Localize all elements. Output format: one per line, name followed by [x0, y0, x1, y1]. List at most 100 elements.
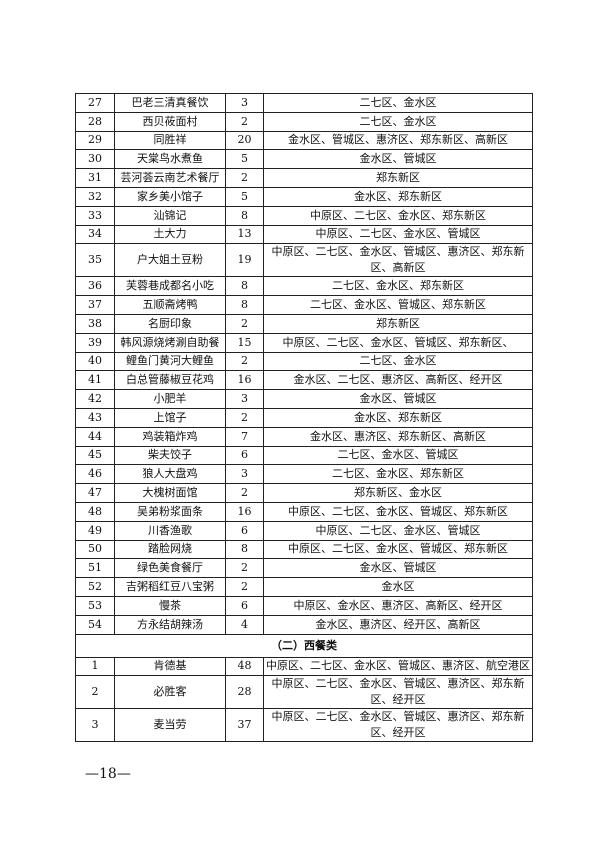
store-count: 6 [225, 595, 264, 616]
districts: 金水区 [263, 577, 533, 597]
restaurant-name: 名厨印象 [114, 313, 226, 334]
store-count: 7 [225, 426, 264, 447]
row-number: 39 [75, 332, 115, 353]
table-row: 3 麦当劳 37 中原区、二七区、金水区、管城区、惠济区、郑东新区、经开区 [75, 708, 533, 743]
restaurant-table: 27 巴老三清真餐饮 3 二七区、金水区 28 西贝莜面村 2 二七区、金水区 29 同胜祥 20 金… [75, 93, 533, 743]
row-number: 34 [75, 224, 115, 245]
restaurant-name: 上馆子 [114, 407, 226, 428]
restaurant-name: 五顺斋烤鸭 [114, 295, 226, 315]
districts: 中原区、二七区、金水区、管城区、惠济区、郑东新区、经开区 [263, 708, 533, 743]
store-count: 16 [225, 501, 264, 522]
restaurant-name: 天棠鸟水煮鱼 [114, 149, 226, 170]
store-count: 8 [225, 205, 264, 226]
row-number: 54 [75, 614, 115, 635]
districts: 金水区、管城区 [263, 149, 533, 170]
store-count: 37 [225, 708, 264, 743]
table-row: 30 天棠鸟水煮鱼 5 金水区、管城区 [75, 149, 533, 170]
table-row: 43 上馆子 2 金水区、郑东新区 [75, 407, 533, 428]
restaurant-name: 踏脸网烧 [114, 539, 226, 560]
store-count: 2 [225, 483, 264, 503]
restaurant-name: 小肥羊 [114, 389, 226, 409]
store-count: 8 [225, 539, 264, 560]
row-number: 2 [75, 675, 115, 710]
row-number: 31 [75, 168, 115, 188]
table-row: 28 西贝莜面村 2 二七区、金水区 [75, 111, 533, 132]
store-count: 5 [225, 186, 264, 207]
districts: 中原区、二七区、金水区、管城区、郑东新区 [263, 501, 533, 522]
store-count: 48 [225, 656, 264, 677]
restaurant-name: 大槐树面馆 [114, 483, 226, 503]
districts: 中原区、二七区、金水区、管城区、惠济区、航空港区 [263, 656, 533, 677]
restaurant-name: 韩风源烧烤涮自助餐 [114, 332, 226, 353]
districts: 金水区、郑东新区 [263, 407, 533, 428]
restaurant-name: 同胜祥 [114, 130, 226, 151]
row-number: 28 [75, 111, 115, 132]
store-count: 2 [225, 351, 264, 372]
row-number: 42 [75, 389, 115, 409]
table-row: 27 巴老三清真餐饮 3 二七区、金水区 [75, 93, 533, 113]
store-count: 6 [225, 520, 264, 541]
row-number: 45 [75, 445, 115, 466]
row-number: 47 [75, 483, 115, 503]
store-count: 8 [225, 295, 264, 315]
districts: 中原区、二七区、金水区、管城区、惠济区、郑东新区、高新区 [263, 243, 533, 278]
restaurant-name: 西贝莜面村 [114, 111, 226, 132]
table-row: 48 吴弟粉浆面条 16 中原区、二七区、金水区、管城区、郑东新区 [75, 501, 533, 522]
districts: 金水区、管城区 [263, 558, 533, 579]
restaurant-name: 户大姐土豆粉 [114, 243, 226, 278]
row-number: 29 [75, 130, 115, 151]
table-row: 33 汕锦记 8 中原区、二七区、金水区、郑东新区 [75, 205, 533, 226]
districts: 中原区、二七区、金水区、管城区、惠济区、郑东新区、经开区 [263, 675, 533, 710]
table-row: 42 小肥羊 3 金水区、管城区 [75, 389, 533, 409]
row-number: 49 [75, 520, 115, 541]
districts: 金水区、管城区 [263, 389, 533, 409]
section-title: （二）西餐类 [75, 633, 533, 658]
row-number: 51 [75, 558, 115, 579]
districts: 中原区、二七区、金水区、管城区 [263, 520, 533, 541]
restaurant-name: 川香渔歌 [114, 520, 226, 541]
restaurant-name: 土大力 [114, 224, 226, 245]
row-number: 32 [75, 186, 115, 207]
row-number: 35 [75, 243, 115, 278]
districts: 中原区、二七区、金水区、管城区、郑东新区、 [263, 332, 533, 353]
restaurant-name: 芸河荟云南艺术餐厅 [114, 168, 226, 188]
table-row: 29 同胜祥 20 金水区、管城区、惠济区、郑东新区、高新区 [75, 130, 533, 151]
districts: 金水区、二七区、惠济区、高新区、经开区 [263, 370, 533, 391]
row-number: 43 [75, 407, 115, 428]
table-row: 52 吉粥稻红豆八宝粥 2 金水区 [75, 577, 533, 597]
table-row: 45 柴夫饺子 6 二七区、金水区、管城区 [75, 445, 533, 466]
row-number: 53 [75, 595, 115, 616]
restaurant-name: 白总管藤椒豆花鸡 [114, 370, 226, 391]
row-number: 30 [75, 149, 115, 170]
store-count: 8 [225, 276, 264, 297]
districts: 二七区、金水区 [263, 93, 533, 113]
table-row: 37 五顺斋烤鸭 8 二七区、金水区、管城区、郑东新区 [75, 295, 533, 315]
row-number: 46 [75, 464, 115, 485]
districts: 中原区、金水区、惠济区、高新区、经开区 [263, 595, 533, 616]
restaurant-name: 家乡美小馆子 [114, 186, 226, 207]
store-count: 28 [225, 675, 264, 710]
table-row: 38 名厨印象 2 郑东新区 [75, 313, 533, 334]
store-count: 2 [225, 111, 264, 132]
restaurant-name: 麦当劳 [114, 708, 226, 743]
restaurant-name: 芙蓉巷成都名小吃 [114, 276, 226, 297]
table-row: 41 白总管藤椒豆花鸡 16 金水区、二七区、惠济区、高新区、经开区 [75, 370, 533, 391]
restaurant-name: 鸡装箱炸鸡 [114, 426, 226, 447]
table-row: 50 踏脸网烧 8 中原区、二七区、金水区、管城区、郑东新区 [75, 539, 533, 560]
table-row: 49 川香渔歌 6 中原区、二七区、金水区、管城区 [75, 520, 533, 541]
restaurant-name: 巴老三清真餐饮 [114, 93, 226, 113]
row-number: 33 [75, 205, 115, 226]
districts: 二七区、金水区、郑东新区 [263, 276, 533, 297]
districts: 中原区、二七区、金水区、管城区、郑东新区 [263, 539, 533, 560]
table-row: 31 芸河荟云南艺术餐厅 2 郑东新区 [75, 168, 533, 188]
store-count: 2 [225, 558, 264, 579]
districts: 二七区、金水区 [263, 351, 533, 372]
row-number: 41 [75, 370, 115, 391]
section-row: （二）西餐类 [75, 633, 533, 658]
store-count: 5 [225, 149, 264, 170]
table-row: 44 鸡装箱炸鸡 7 金水区、惠济区、郑东新区、高新区 [75, 426, 533, 447]
row-number: 27 [75, 93, 115, 113]
store-count: 2 [225, 168, 264, 188]
store-count: 19 [225, 243, 264, 278]
